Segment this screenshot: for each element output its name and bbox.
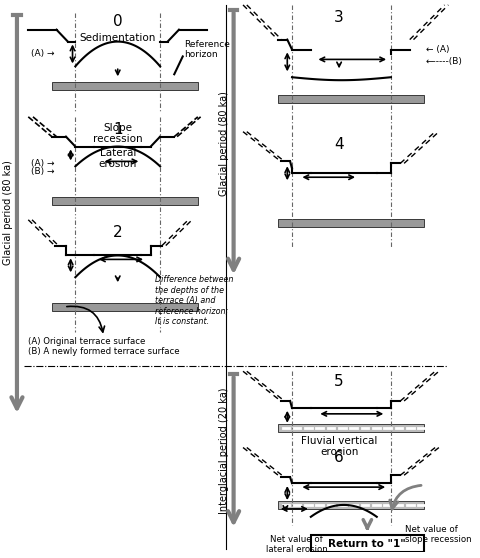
Text: Difference between
the depths of the
terrace (A) and
reference horizon;
It is co: Difference between the depths of the ter… (156, 275, 234, 326)
Text: Glacial period (80 ka): Glacial period (80 ka) (2, 161, 12, 265)
Bar (52, 197, 198, 205)
Text: Slope
recession: Slope recession (93, 123, 143, 145)
Text: 5: 5 (334, 374, 344, 389)
Bar (278, 424, 424, 432)
Bar (52, 303, 198, 311)
Text: (A) →: (A) → (31, 159, 55, 168)
Text: (A) Original terrace surface: (A) Original terrace surface (28, 336, 145, 345)
Text: ← (A): ← (A) (426, 45, 449, 54)
Text: Sedimentation: Sedimentation (80, 32, 156, 42)
Text: 4: 4 (334, 137, 344, 152)
Text: Net value of
slope recession: Net value of slope recession (405, 525, 472, 544)
Text: 0: 0 (113, 14, 122, 29)
Bar (52, 82, 198, 90)
Text: 6: 6 (334, 450, 344, 465)
Text: 3: 3 (334, 10, 344, 25)
Text: Interglacial period (20 ka): Interglacial period (20 ka) (219, 387, 229, 514)
Text: Return to "1": Return to "1" (328, 538, 406, 549)
Bar (278, 95, 424, 103)
Text: (B) A newly formed terrace surface: (B) A newly formed terrace surface (28, 347, 180, 355)
Text: (A) →: (A) → (31, 49, 55, 58)
Text: (B) →: (B) → (31, 167, 55, 176)
Text: Reference
horizon: Reference horizon (184, 40, 229, 59)
Bar (278, 219, 424, 227)
Bar (311, 535, 424, 552)
Text: Net value of
lateral erosion: Net value of lateral erosion (266, 535, 327, 554)
Text: 1: 1 (113, 122, 122, 137)
Text: Lateral
erosion: Lateral erosion (98, 148, 137, 169)
Text: Fluvial vertical
erosion: Fluvial vertical erosion (301, 436, 377, 457)
Text: Glacial period (80 ka): Glacial period (80 ka) (219, 91, 229, 196)
Text: 2: 2 (113, 225, 122, 240)
Bar (278, 501, 424, 509)
Text: ←-----(B): ←-----(B) (426, 57, 463, 66)
